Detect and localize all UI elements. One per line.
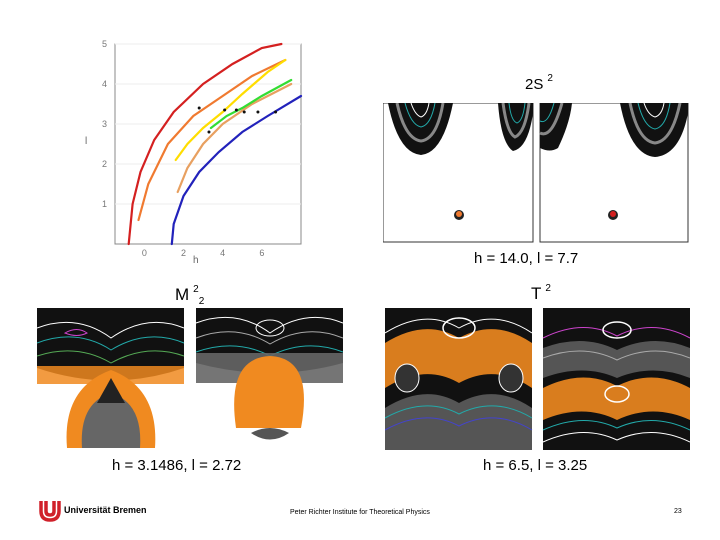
portrait-t2-right bbox=[542, 308, 690, 450]
portrait-m22-right bbox=[195, 308, 343, 450]
portrait-2s2-left bbox=[383, 103, 534, 243]
y-tick-labels: 1 2 3 4 5 bbox=[102, 39, 107, 209]
panel-label-m22: M 22 bbox=[175, 284, 205, 307]
panel-label-text: 2S bbox=[525, 76, 544, 93]
university-logo-icon bbox=[39, 501, 61, 522]
panel-label-sub: 2 bbox=[198, 296, 205, 307]
portrait-t2-left bbox=[385, 308, 533, 450]
data-point bbox=[223, 108, 227, 112]
phase-portrait-t2 bbox=[385, 308, 690, 450]
data-point bbox=[274, 110, 278, 114]
university-name: Universität Bremen bbox=[64, 505, 147, 515]
panel-label-sup: 2 bbox=[547, 73, 553, 84]
caption-t2: h = 6.5, l = 3.25 bbox=[483, 457, 588, 474]
panel-label-text: M bbox=[175, 285, 190, 304]
bifurcation-chart: 1 2 3 4 5 0 2 4 6 l h bbox=[85, 39, 303, 266]
x-tick-label: 4 bbox=[220, 248, 225, 258]
portrait-2s2-right bbox=[539, 103, 689, 243]
chart-markers bbox=[197, 106, 278, 134]
chart-series bbox=[127, 42, 303, 246]
series-line-3 bbox=[176, 82, 293, 194]
series-line-2 bbox=[174, 58, 287, 162]
x-tick-label: 6 bbox=[259, 248, 264, 258]
y-tick-label: 3 bbox=[102, 119, 107, 129]
x-axis-label: h bbox=[193, 255, 199, 266]
plot-frame bbox=[114, 43, 302, 245]
panel-label-sup: 2 bbox=[193, 284, 199, 295]
data-point bbox=[207, 130, 211, 134]
series-line-0 bbox=[127, 42, 283, 246]
data-point bbox=[256, 110, 260, 114]
y-axis-label: l bbox=[85, 136, 87, 147]
x-tick-labels: 0 2 4 6 bbox=[142, 248, 264, 258]
y-tick-label: 4 bbox=[102, 79, 107, 89]
y-tick-label: 2 bbox=[102, 159, 107, 169]
data-point bbox=[234, 108, 238, 112]
panel-label-text: T bbox=[531, 284, 542, 303]
series-line-4 bbox=[209, 78, 293, 130]
x-tick-label: 0 bbox=[142, 248, 147, 258]
series-line-5 bbox=[170, 94, 303, 246]
portrait-m22-left bbox=[37, 308, 185, 450]
data-point bbox=[197, 106, 201, 110]
y-tick-label: 5 bbox=[102, 39, 107, 49]
series-line-1 bbox=[137, 58, 287, 222]
data-point bbox=[242, 110, 246, 114]
page-number: 23 bbox=[674, 508, 682, 515]
institute-name: Peter Richter Institute for Theoretical … bbox=[290, 509, 430, 516]
y-tick-label: 1 bbox=[102, 199, 107, 209]
panel-label-2s2: 2S 2 bbox=[525, 73, 553, 93]
phase-portrait-2s2 bbox=[383, 103, 689, 243]
caption-2s2: h = 14.0, l = 7.7 bbox=[474, 250, 579, 267]
phase-portrait-m22 bbox=[37, 308, 343, 450]
caption-m22: h = 3.1486, l = 2.72 bbox=[112, 457, 242, 474]
x-tick-label: 2 bbox=[181, 248, 186, 258]
panel-label-sup: 2 bbox=[545, 283, 551, 294]
